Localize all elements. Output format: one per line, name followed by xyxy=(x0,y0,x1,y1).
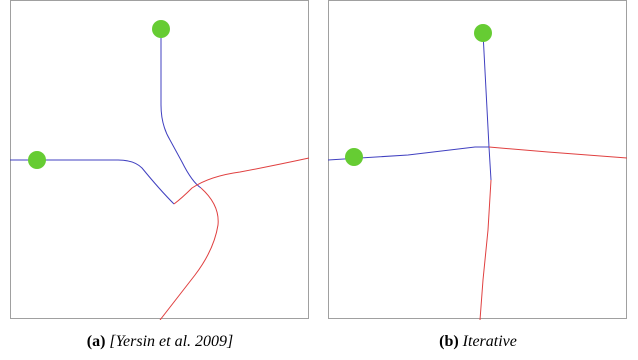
panel-a-path-top-red xyxy=(159,187,219,320)
panel-b-caption-text: Iterative xyxy=(462,333,517,350)
panel-a-canvas xyxy=(10,0,310,320)
panel-b: (b) Iterative xyxy=(328,0,628,360)
panel-a-agent-top xyxy=(152,20,170,38)
panel-a-path-left-red xyxy=(173,157,310,205)
panel-a-tag: (a) xyxy=(86,333,106,350)
panel-b-canvas xyxy=(328,0,628,320)
panel-b-path-top-red xyxy=(479,179,492,320)
panel-b-path-left-red xyxy=(488,146,628,159)
panel-a: (a) [Yersin et al. 2009] xyxy=(10,0,310,360)
panel-a-path-top-blue xyxy=(160,28,202,189)
panel-b-frame xyxy=(328,0,627,319)
panel-b-agent-top xyxy=(474,24,492,42)
panel-a-path-left-blue xyxy=(10,159,175,205)
panel-b-path-top-blue xyxy=(482,32,492,181)
panel-a-caption: (a) [Yersin et al. 2009] xyxy=(10,333,310,351)
panel-b-caption: (b) Iterative xyxy=(328,333,628,351)
panel-b-agent-left xyxy=(345,148,363,166)
panel-a-agent-left xyxy=(28,151,46,169)
panel-a-caption-text: [Yersin et al. 2009] xyxy=(109,333,234,350)
panel-b-tag: (b) xyxy=(439,333,459,350)
panel-b-path-left-blue xyxy=(328,146,489,161)
